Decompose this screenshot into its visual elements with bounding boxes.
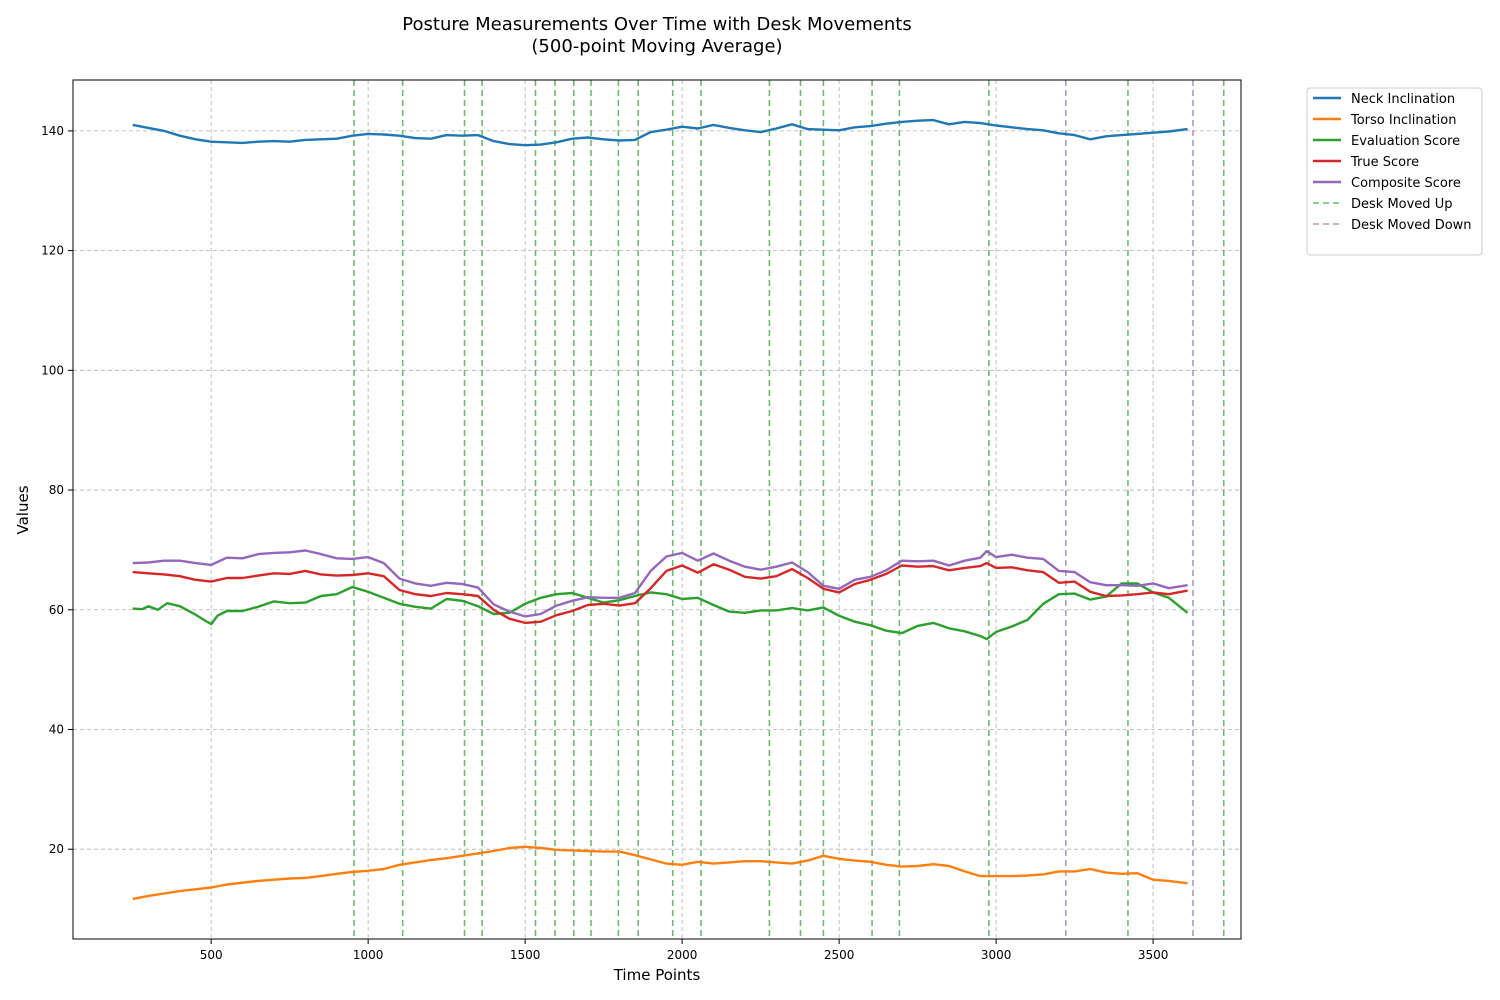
legend-label-composite-score: Composite Score [1351, 176, 1461, 191]
x-axis-label: Time Points [613, 966, 701, 984]
x-tick-label: 2000 [667, 948, 698, 962]
legend-label-true-score: True Score [1350, 155, 1419, 170]
desk-movement-lines [353, 80, 1225, 939]
legend-label-torso-inclination: Torso Inclination [1350, 113, 1456, 128]
legend-label-evaluation-score: Evaluation Score [1351, 134, 1460, 149]
legend-label-desk-moved-down: Desk Moved Down [1351, 218, 1472, 233]
y-tick-label: 100 [41, 363, 64, 377]
x-tick-label: 1000 [353, 948, 384, 962]
y-axis-label: Values [14, 485, 32, 534]
true-score-line [132, 561, 1188, 625]
y-tick-label: 140 [41, 124, 64, 138]
legend-label-desk-moved-up: Desk Moved Up [1351, 197, 1452, 212]
plot-frame [72, 79, 1242, 940]
y-tick-label: 40 [49, 722, 64, 736]
chart-subtitle: (500-point Moving Average) [531, 36, 782, 57]
y-axis-ticks: 20 40 60 80 100 120 140 [41, 124, 73, 856]
y-tick-label: 60 [49, 603, 64, 617]
x-tick-label: 500 [200, 948, 223, 962]
y-tick-label: 20 [49, 842, 64, 856]
x-tick-label: 1500 [510, 948, 541, 962]
series-lines [132, 118, 1189, 901]
x-tick-label: 3500 [1138, 948, 1169, 962]
evaluation-score-line [132, 582, 1189, 641]
y-tick-label: 80 [49, 483, 64, 497]
x-tick-label: 3000 [981, 948, 1012, 962]
composite-score-line [132, 549, 1188, 618]
legend-label-neck-inclination: Neck Inclination [1351, 92, 1455, 107]
y-tick-label: 120 [41, 244, 64, 258]
chart-title: Posture Measurements Over Time with Desk… [402, 14, 911, 35]
neck-inclination-line [132, 118, 1188, 147]
x-axis-ticks: 500 1000 1500 2000 2500 3000 3500 [200, 939, 1169, 962]
legend: Neck Inclination Torso Inclination Evaluat… [1306, 87, 1483, 256]
torso-inclination-line [132, 845, 1188, 901]
x-tick-label: 2500 [824, 948, 855, 962]
legend-box [1306, 87, 1483, 256]
